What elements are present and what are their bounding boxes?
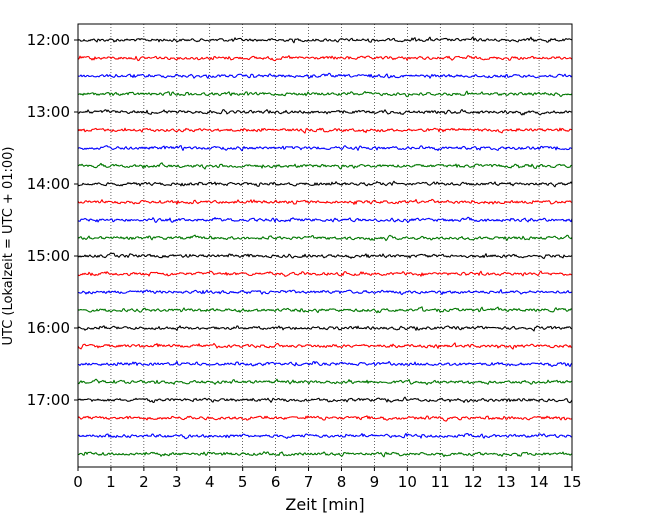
x-tick-label: 6 bbox=[271, 473, 281, 491]
x-tick-label: 8 bbox=[337, 473, 347, 491]
x-tick-label: 14 bbox=[530, 473, 549, 491]
x-tick-label: 2 bbox=[139, 473, 149, 491]
trace-1545 bbox=[77, 306, 573, 314]
trace-1500 bbox=[77, 252, 573, 260]
x-tick-label: 5 bbox=[238, 473, 248, 491]
trace-1600 bbox=[77, 325, 573, 332]
x-tick-label: 1 bbox=[106, 473, 116, 491]
x-tick-label: 4 bbox=[205, 473, 215, 491]
y-tick-label: 16:00 bbox=[27, 319, 70, 337]
y-axis-label: UTC (Lokalzeit = UTC + 01:00) bbox=[1, 147, 16, 346]
y-tick-label: 15:00 bbox=[27, 247, 70, 265]
x-axis: 0 1 2 3 4 5 6 7 8 9 10 11 12 13 14 15 bbox=[73, 467, 582, 491]
y-axis: 12:00 13:00 14:00 15:00 16:00 17:00 bbox=[27, 31, 78, 409]
x-tick-label: 10 bbox=[398, 473, 417, 491]
trace-1345 bbox=[77, 162, 573, 170]
trace-1430 bbox=[77, 216, 573, 223]
trace-1330 bbox=[77, 145, 573, 152]
y-tick-label: 12:00 bbox=[27, 31, 70, 49]
trace-1745 bbox=[77, 451, 573, 458]
trace-1515 bbox=[77, 270, 573, 277]
x-tick-label: 9 bbox=[370, 473, 380, 491]
trace-1530 bbox=[77, 289, 573, 296]
trace-1415 bbox=[77, 198, 573, 205]
x-tick-label: 7 bbox=[304, 473, 314, 491]
trace-1245 bbox=[77, 90, 573, 98]
trace-1300 bbox=[77, 108, 573, 116]
trace-1630 bbox=[77, 360, 573, 368]
x-tick-label: 0 bbox=[73, 473, 83, 491]
plot-frame bbox=[77, 23, 573, 468]
trace-1315 bbox=[77, 127, 573, 134]
trace-1215 bbox=[77, 55, 573, 62]
trace-1400 bbox=[77, 180, 573, 188]
grid-layer bbox=[110, 24, 540, 467]
x-tick-label: 13 bbox=[497, 473, 516, 491]
x-tick-label: 15 bbox=[562, 473, 581, 491]
trace-1200 bbox=[77, 36, 573, 44]
trace-1715 bbox=[77, 415, 573, 422]
y-tick-label: 13:00 bbox=[27, 103, 70, 121]
trace-1445 bbox=[77, 234, 573, 242]
trace-1700 bbox=[77, 396, 573, 404]
trace-1615 bbox=[77, 342, 573, 350]
y-tick-label: 14:00 bbox=[27, 175, 70, 193]
trace-1645 bbox=[77, 378, 573, 386]
x-tick-label: 12 bbox=[464, 473, 483, 491]
x-tick-label: 3 bbox=[172, 473, 182, 491]
x-axis-label: Zeit [min] bbox=[285, 495, 364, 514]
trace-1230 bbox=[77, 72, 573, 79]
x-tick-label: 11 bbox=[431, 473, 450, 491]
y-tick-label: 17:00 bbox=[27, 391, 70, 409]
trace-1730 bbox=[77, 432, 573, 440]
trace-layer bbox=[77, 36, 573, 458]
